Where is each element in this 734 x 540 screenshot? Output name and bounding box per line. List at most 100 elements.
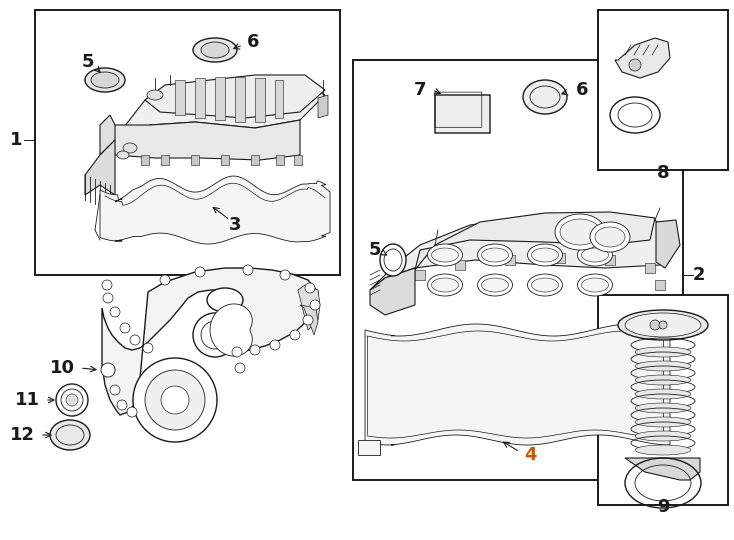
Circle shape (243, 265, 253, 275)
Ellipse shape (478, 274, 512, 296)
Ellipse shape (201, 42, 229, 58)
Ellipse shape (578, 244, 612, 266)
Text: 12: 12 (10, 426, 35, 444)
Ellipse shape (523, 80, 567, 114)
Ellipse shape (635, 445, 691, 455)
Polygon shape (100, 176, 330, 244)
Text: 1: 1 (10, 131, 22, 149)
Circle shape (659, 321, 667, 329)
Ellipse shape (117, 151, 129, 159)
Circle shape (305, 283, 315, 293)
Polygon shape (656, 220, 680, 268)
Ellipse shape (590, 222, 630, 252)
Circle shape (161, 386, 189, 414)
Circle shape (310, 300, 320, 310)
Polygon shape (251, 155, 259, 165)
Polygon shape (85, 140, 115, 195)
Polygon shape (275, 80, 283, 118)
Circle shape (127, 407, 137, 417)
Polygon shape (318, 95, 328, 118)
Polygon shape (191, 155, 199, 165)
Ellipse shape (578, 274, 612, 296)
Polygon shape (235, 77, 245, 122)
Polygon shape (145, 75, 325, 118)
Text: 6: 6 (247, 33, 259, 51)
Polygon shape (276, 155, 284, 165)
Text: 5: 5 (81, 53, 94, 71)
Circle shape (650, 320, 660, 330)
Circle shape (105, 365, 115, 375)
Polygon shape (298, 285, 320, 330)
Text: 6: 6 (575, 81, 588, 99)
Polygon shape (255, 78, 265, 122)
Text: 3: 3 (229, 216, 241, 234)
Text: 2: 2 (693, 266, 705, 284)
Ellipse shape (207, 288, 243, 312)
Ellipse shape (555, 214, 605, 250)
Ellipse shape (432, 248, 459, 262)
Bar (35, 10, 340, 275)
Ellipse shape (193, 38, 237, 62)
Ellipse shape (50, 420, 90, 450)
Polygon shape (370, 268, 415, 315)
Bar (598, 10, 728, 170)
Polygon shape (294, 155, 302, 165)
Polygon shape (358, 440, 380, 455)
Ellipse shape (147, 90, 163, 100)
Ellipse shape (635, 361, 691, 371)
Ellipse shape (625, 313, 701, 337)
Text: 5: 5 (368, 241, 381, 259)
Ellipse shape (635, 347, 691, 357)
Ellipse shape (595, 227, 625, 247)
Circle shape (160, 275, 170, 285)
Ellipse shape (482, 248, 509, 262)
Ellipse shape (581, 278, 608, 292)
Circle shape (143, 343, 153, 353)
Polygon shape (100, 115, 115, 155)
Polygon shape (625, 458, 700, 480)
FancyBboxPatch shape (435, 95, 490, 133)
Text: 4: 4 (524, 446, 537, 464)
Polygon shape (221, 155, 229, 165)
Ellipse shape (380, 244, 406, 276)
Polygon shape (110, 80, 325, 145)
Circle shape (232, 347, 242, 357)
Text: 9: 9 (657, 498, 669, 516)
Polygon shape (370, 215, 670, 290)
Ellipse shape (427, 274, 462, 296)
Circle shape (270, 340, 280, 350)
Text: 7: 7 (414, 81, 426, 99)
Polygon shape (455, 260, 465, 270)
Ellipse shape (635, 403, 691, 413)
Polygon shape (415, 270, 425, 280)
Circle shape (290, 330, 300, 340)
Polygon shape (195, 78, 205, 118)
Ellipse shape (560, 219, 600, 245)
Circle shape (102, 280, 112, 290)
Ellipse shape (482, 278, 509, 292)
Circle shape (280, 270, 290, 280)
Text: 8: 8 (657, 164, 669, 182)
Ellipse shape (581, 248, 608, 262)
Ellipse shape (432, 278, 459, 292)
Bar (598, 295, 728, 505)
Ellipse shape (531, 248, 559, 262)
Ellipse shape (91, 72, 119, 88)
Polygon shape (655, 280, 665, 290)
Ellipse shape (635, 389, 691, 399)
Circle shape (101, 363, 115, 377)
Polygon shape (110, 120, 300, 160)
Polygon shape (141, 155, 149, 165)
Polygon shape (615, 38, 670, 78)
Ellipse shape (427, 244, 462, 266)
Ellipse shape (66, 394, 78, 406)
Ellipse shape (635, 431, 691, 441)
Circle shape (133, 358, 217, 442)
Polygon shape (175, 80, 185, 115)
Circle shape (195, 267, 205, 277)
Ellipse shape (85, 68, 125, 92)
Polygon shape (645, 263, 655, 273)
Polygon shape (555, 253, 565, 263)
Polygon shape (210, 304, 252, 356)
Polygon shape (365, 324, 670, 445)
